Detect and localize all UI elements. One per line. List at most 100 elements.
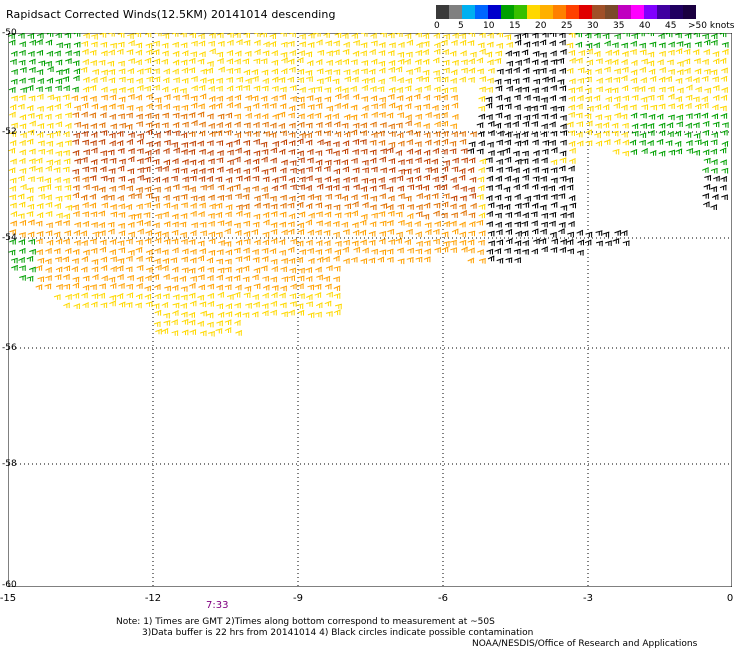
wind-barb xyxy=(324,69,332,75)
wind-barb xyxy=(433,210,440,217)
wind-barb xyxy=(279,302,287,309)
wind-barb xyxy=(45,211,53,217)
wind-barb xyxy=(686,148,694,154)
wind-barb xyxy=(568,165,576,172)
wind-barb xyxy=(379,231,387,237)
wind-barb xyxy=(198,103,205,110)
wind-speed-legend xyxy=(436,5,696,19)
wind-barb xyxy=(550,113,558,119)
wind-barb xyxy=(451,59,459,66)
wind-barb xyxy=(541,113,549,120)
wind-barb xyxy=(287,76,295,83)
wind-barb xyxy=(549,231,557,238)
wind-barb xyxy=(155,166,163,172)
wind-barb xyxy=(441,246,449,253)
legend-label-20: 20 xyxy=(535,21,547,31)
wind-barb xyxy=(477,131,485,137)
wind-barb xyxy=(172,41,180,48)
wind-barb xyxy=(531,113,539,119)
wind-barb xyxy=(63,85,71,91)
wind-barb xyxy=(387,195,395,201)
wind-barb xyxy=(73,132,81,139)
legend-swatch-10 xyxy=(566,5,579,19)
wind-barb xyxy=(423,158,431,165)
wind-barb xyxy=(576,86,583,92)
wind-barb xyxy=(235,147,242,154)
wind-barb xyxy=(307,229,315,236)
wind-barb xyxy=(487,77,494,84)
legend-label-30: 30 xyxy=(587,21,599,31)
wind-barb xyxy=(126,105,134,111)
wind-barb xyxy=(189,186,197,192)
wind-barb xyxy=(513,132,521,139)
wind-barb xyxy=(9,229,17,235)
wind-barb xyxy=(370,166,378,173)
wind-barb xyxy=(136,113,144,120)
wind-barb xyxy=(135,187,143,193)
wind-barb xyxy=(153,84,160,91)
wind-barb xyxy=(514,39,522,46)
wind-barb xyxy=(233,67,241,74)
wind-barb xyxy=(188,67,196,73)
wind-barb xyxy=(36,238,43,244)
wind-barb xyxy=(171,319,179,325)
wind-barb xyxy=(406,176,414,183)
wind-barb xyxy=(531,183,539,190)
wind-barb xyxy=(26,138,34,145)
wind-barb xyxy=(467,257,475,264)
wind-barb xyxy=(595,240,604,247)
wind-barb xyxy=(279,221,287,228)
wind-barb xyxy=(144,238,152,244)
wind-barb xyxy=(568,130,576,136)
wind-barb xyxy=(215,328,223,334)
wind-barb xyxy=(720,94,728,101)
wind-barb xyxy=(153,140,161,147)
wind-barb xyxy=(549,211,557,218)
wind-barb xyxy=(118,113,126,120)
wind-barb xyxy=(460,50,467,57)
wind-barb xyxy=(353,184,360,190)
wind-barb xyxy=(431,193,439,199)
wind-barb xyxy=(378,78,386,85)
wind-barb xyxy=(161,301,169,308)
wind-barb xyxy=(405,228,413,235)
wind-barb xyxy=(531,121,539,127)
wind-barb xyxy=(288,122,296,129)
wind-barb xyxy=(154,237,162,244)
wind-barb xyxy=(216,121,224,128)
wind-barb xyxy=(360,239,367,246)
wind-barb xyxy=(46,105,54,111)
wind-barb xyxy=(216,320,224,327)
wind-barb xyxy=(299,41,307,48)
wind-barb xyxy=(217,311,225,318)
wind-barb xyxy=(197,58,205,65)
wind-barb xyxy=(433,48,441,55)
wind-barb xyxy=(388,66,396,73)
wind-barb xyxy=(253,150,261,157)
wind-barb xyxy=(217,220,225,226)
wind-barb xyxy=(370,33,377,39)
wind-barb xyxy=(486,248,494,255)
wind-barb xyxy=(262,176,270,182)
wind-barb xyxy=(342,166,350,173)
wind-barb xyxy=(306,76,314,82)
wind-barb xyxy=(188,312,196,318)
wind-barb xyxy=(495,229,503,235)
wind-barb xyxy=(296,201,304,208)
wind-barb xyxy=(216,258,224,265)
wind-barb xyxy=(560,238,568,245)
wind-barb xyxy=(639,66,647,73)
wind-barb xyxy=(253,213,261,220)
wind-barb xyxy=(100,86,108,93)
wind-barb xyxy=(314,112,322,119)
wind-barb xyxy=(188,239,196,245)
wind-barb xyxy=(531,248,539,255)
wind-barb xyxy=(153,202,161,209)
wind-barb xyxy=(369,204,377,211)
wind-barb xyxy=(27,112,35,119)
wind-barb xyxy=(90,140,97,146)
wind-barb xyxy=(595,68,602,74)
wind-barb xyxy=(261,121,269,128)
wind-barb xyxy=(288,105,296,111)
wind-barb xyxy=(235,210,243,217)
